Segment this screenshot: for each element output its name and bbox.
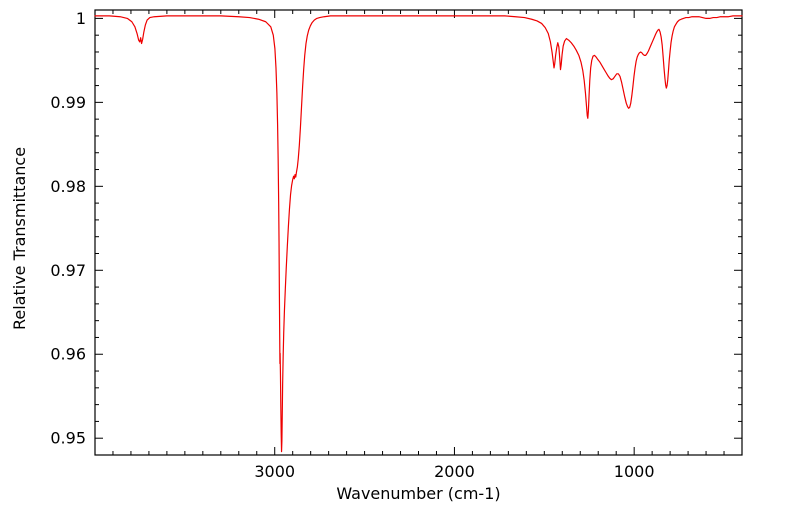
y-tick-label: 0.99 [50, 93, 86, 112]
y-tick-label: 1 [76, 9, 86, 28]
x-axis-title: Wavenumber (cm-1) [336, 484, 501, 503]
x-tick-label: 2000 [434, 462, 475, 481]
y-axis-title: Relative Transmittance [10, 146, 29, 330]
y-tick-label: 0.97 [50, 261, 86, 280]
y-tick-label: 0.98 [50, 177, 86, 196]
y-tick-label: 0.96 [50, 345, 86, 364]
spectrum-curve [94, 15, 743, 453]
x-tick-label: 1000 [614, 462, 655, 481]
y-tick-label: 0.95 [50, 429, 86, 448]
plot-frame [94, 9, 743, 456]
x-tick-label: 3000 [254, 462, 295, 481]
